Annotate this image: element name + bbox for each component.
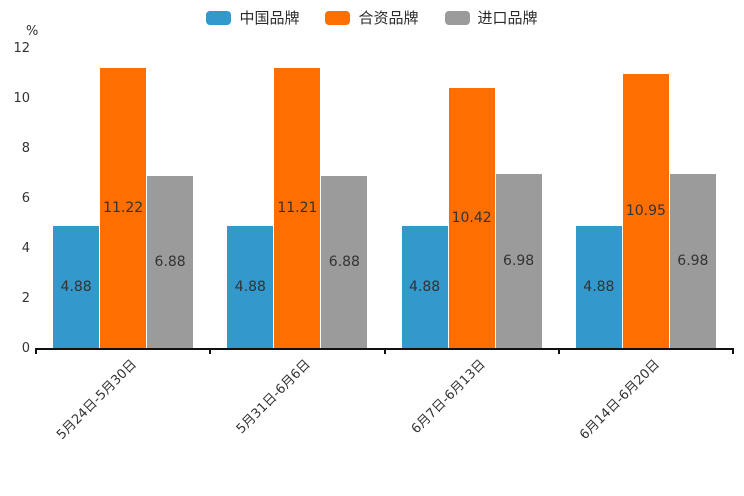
x-axis-category-label: 6月14日-6月20日 bbox=[576, 357, 663, 443]
y-axis-tick-label: 2 bbox=[21, 291, 30, 306]
y-axis-unit-label: % bbox=[26, 24, 39, 39]
legend-label: 中国品牌 bbox=[239, 8, 300, 27]
bar-进口品牌-6月14日-6月20日[interactable]: 6.98 bbox=[669, 173, 716, 348]
legend-label: 进口品牌 bbox=[477, 8, 538, 27]
bar-中国品牌-6月7日-6月13日[interactable]: 4.88 bbox=[401, 226, 448, 348]
bar-中国品牌-5月24日-5月30日[interactable]: 4.88 bbox=[53, 226, 100, 348]
bar-value-label: 11.21 bbox=[277, 199, 318, 216]
bar-合资品牌-5月24日-5月30日[interactable]: 11.22 bbox=[100, 67, 147, 348]
y-axis-tick-label: 4 bbox=[21, 241, 30, 256]
bar-合资品牌-6月14日-6月20日[interactable]: 10.95 bbox=[622, 74, 669, 348]
x-axis-tick bbox=[732, 348, 734, 354]
bar-value-label: 4.88 bbox=[234, 279, 266, 295]
y-axis-tick-label: 6 bbox=[21, 191, 30, 206]
legend-item-进口品牌[interactable]: 进口品牌 bbox=[444, 8, 538, 27]
bar-中国品牌-5月31日-6月6日[interactable]: 4.88 bbox=[227, 226, 274, 348]
x-axis-tick bbox=[557, 348, 560, 354]
bar-合资品牌-6月7日-6月13日[interactable]: 10.42 bbox=[448, 87, 495, 348]
y-axis-tick-label: 8 bbox=[21, 141, 30, 156]
bar-value-label: 6.98 bbox=[677, 252, 709, 269]
bar-value-label: 4.88 bbox=[60, 279, 92, 295]
bar-进口品牌-6月7日-6月13日[interactable]: 6.98 bbox=[495, 173, 542, 348]
legend-swatch-icon bbox=[444, 11, 470, 25]
legend-label: 合资品牌 bbox=[358, 8, 419, 27]
bar-value-label: 4.88 bbox=[583, 279, 615, 295]
y-axis-tick-label: 12 bbox=[13, 41, 30, 56]
bar-value-label: 6.88 bbox=[328, 254, 360, 270]
y-axis-tick-label: 0 bbox=[21, 341, 30, 356]
bar-value-label: 6.88 bbox=[154, 254, 186, 270]
bar-value-label: 10.95 bbox=[625, 203, 666, 220]
legend-item-合资品牌[interactable]: 合资品牌 bbox=[325, 8, 419, 27]
bar-value-label: 4.88 bbox=[409, 279, 441, 295]
bar-进口品牌-5月31日-6月6日[interactable]: 6.88 bbox=[321, 176, 368, 348]
bar-合资品牌-5月31日-6月6日[interactable]: 11.21 bbox=[274, 67, 321, 348]
bar-value-label: 10.42 bbox=[451, 209, 492, 226]
x-axis-category-label: 5月31日-6月6日 bbox=[234, 357, 314, 437]
x-axis-tick bbox=[209, 348, 212, 354]
legend-swatch-icon bbox=[325, 11, 351, 25]
legend-item-中国品牌[interactable]: 中国品牌 bbox=[206, 8, 300, 27]
x-axis-tick bbox=[35, 348, 37, 354]
bar-进口品牌-5月24日-5月30日[interactable]: 6.88 bbox=[147, 176, 194, 348]
bar-value-label: 6.98 bbox=[503, 252, 535, 269]
bar-中国品牌-6月14日-6月20日[interactable]: 4.88 bbox=[575, 226, 622, 348]
legend-swatch-icon bbox=[206, 11, 232, 25]
bar-value-label: 11.22 bbox=[103, 199, 144, 216]
x-axis-category-label: 5月24日-5月30日 bbox=[53, 357, 140, 443]
x-axis-category-label: 6月7日-6月13日 bbox=[408, 357, 489, 437]
chart-legend: 中国品牌 合资品牌 进口品牌 bbox=[0, 8, 744, 28]
y-axis-tick-label: 10 bbox=[13, 91, 30, 106]
x-axis-tick bbox=[383, 348, 386, 354]
